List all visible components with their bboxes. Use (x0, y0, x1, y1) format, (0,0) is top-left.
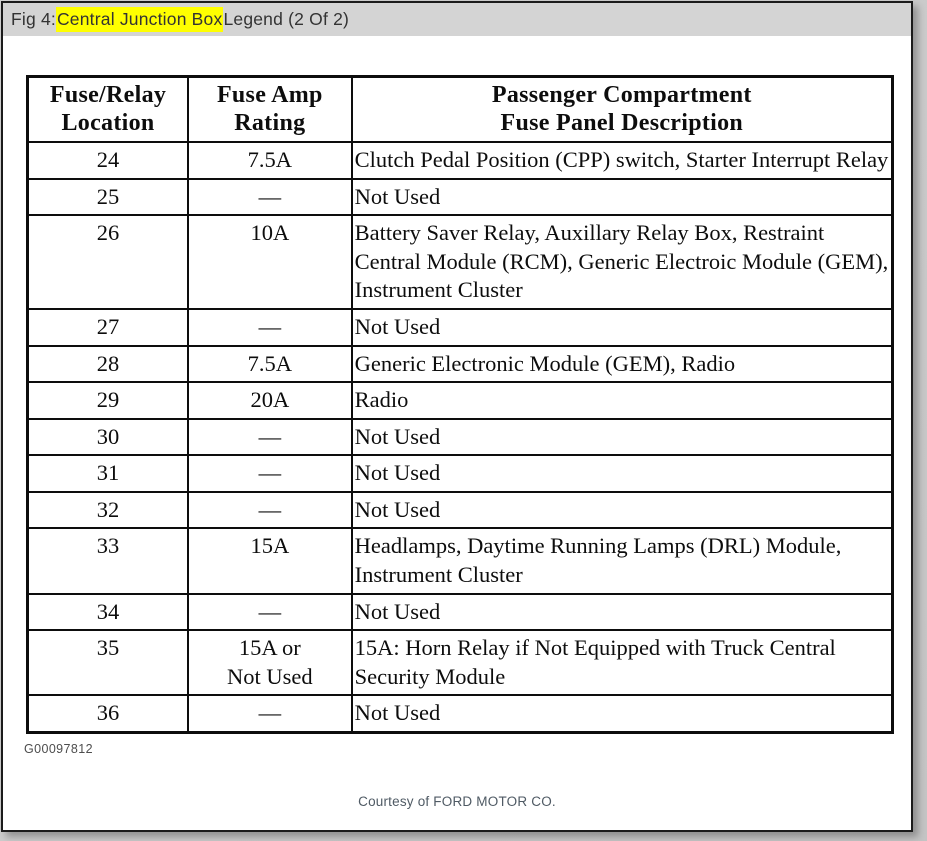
fuse-description-cell: Battery Saver Relay, Auxillary Relay Box… (350, 214, 894, 310)
table-row: 25 — Not Used (26, 177, 894, 217)
fuse-location-cell: 36 (26, 694, 190, 734)
table-row: 24 7.5A Clutch Pedal Position (CPP) swit… (26, 141, 894, 180)
fuse-description-cell: Not Used (350, 417, 894, 457)
fuse-location-cell: 26 (26, 214, 190, 310)
fuse-rating-cell: 7.5A (187, 141, 353, 180)
header-fuse-panel-description: Passenger Compartment Fuse Panel Descrip… (350, 75, 894, 144)
header-line: Passenger Compartment (491, 82, 752, 108)
search-highlight: Central Junction Box (55, 7, 224, 32)
fuse-table-body: 24 7.5A Clutch Pedal Position (CPP) swit… (26, 141, 894, 734)
table-row: 33 15A Headlamps, Daytime Running Lamps … (26, 527, 894, 595)
courtesy-line: Courtesy of FORD MOTOR CO. (358, 793, 556, 809)
fuse-rating-cell: 7.5A (187, 344, 353, 384)
table-row: 31 — Not Used (26, 454, 894, 493)
fuse-description-cell: 15A: Horn Relay if Not Equipped with Tru… (350, 629, 894, 697)
header-line: Fuse Panel Description (500, 109, 744, 136)
fuse-description-cell: Not Used (350, 308, 894, 347)
fuse-rating-cell: — (187, 308, 353, 347)
table-row: 32 — Not Used (26, 490, 894, 530)
figure-title-prefix: Fig 4: (11, 9, 56, 29)
fuse-location-cell: 35 (26, 629, 190, 697)
fuse-location-cell: 32 (26, 490, 190, 530)
document-id: G00097812 (24, 741, 93, 756)
fuse-description-cell: Not Used (350, 177, 894, 217)
fuse-rating-cell: 10A (187, 214, 353, 310)
header-fuse-amp-rating: Fuse Amp Rating (187, 75, 353, 144)
fuse-location-cell: 27 (26, 308, 190, 347)
fuse-rating-cell: 15A (187, 527, 353, 595)
header-line: Fuse Amp (216, 82, 323, 108)
table-row: 36 — Not Used (26, 694, 894, 734)
header-fuse-relay-location: Fuse/Relay Location (26, 75, 190, 144)
table-row: 28 7.5A Generic Electronic Module (GEM),… (26, 344, 894, 384)
fuse-location-cell: 24 (26, 141, 190, 180)
fuse-description-cell: Not Used (350, 694, 894, 734)
fuse-location-cell: 28 (26, 344, 190, 384)
header-line: Location (61, 109, 155, 136)
fuse-rating-cell: 15A or Not Used (187, 629, 353, 697)
fuse-location-cell: 34 (26, 592, 190, 632)
fuse-rating-cell: — (187, 454, 353, 493)
table-row: 30 — Not Used (26, 417, 894, 457)
fuse-legend-table: Fuse/Relay Location Fuse Amp Rating Pass… (26, 75, 894, 734)
table-row: 26 10A Battery Saver Relay, Auxillary Re… (26, 214, 894, 310)
fuse-description-cell: Clutch Pedal Position (CPP) switch, Star… (350, 141, 894, 180)
table-row: 27 — Not Used (26, 308, 894, 347)
fuse-description-cell: Generic Electronic Module (GEM), Radio (350, 344, 894, 384)
fuse-description-cell: Not Used (350, 592, 894, 632)
fuse-location-cell: 30 (26, 417, 190, 457)
header-line: Rating (234, 109, 306, 136)
table-row: 34 — Not Used (26, 592, 894, 632)
fuse-description-cell: Radio (350, 381, 894, 420)
fuse-rating-cell: — (187, 490, 353, 530)
fuse-description-cell: Not Used (350, 454, 894, 493)
document-page: Fig 4: Central Junction Box Legend (2 Of… (1, 1, 913, 832)
figure-title-suffix: Legend (2 Of 2) (223, 9, 350, 29)
fuse-rating-cell: — (187, 417, 353, 457)
fuse-location-cell: 33 (26, 527, 190, 595)
fuse-location-cell: 29 (26, 381, 190, 420)
fuse-rating-cell: — (187, 592, 353, 632)
fuse-description-cell: Not Used (350, 490, 894, 530)
fuse-location-cell: 31 (26, 454, 190, 493)
fuse-location-cell: 25 (26, 177, 190, 217)
header-line: Fuse/Relay (49, 82, 167, 108)
table-header-row: Fuse/Relay Location Fuse Amp Rating Pass… (26, 75, 894, 144)
table-row: 35 15A or Not Used 15A: Horn Relay if No… (26, 629, 894, 697)
fuse-rating-cell: — (187, 177, 353, 217)
table-row: 29 20A Radio (26, 381, 894, 420)
fuse-rating-cell: — (187, 694, 353, 734)
fuse-description-cell: Headlamps, Daytime Running Lamps (DRL) M… (350, 527, 894, 595)
fuse-rating-cell: 20A (187, 381, 353, 420)
figure-title-bar: Fig 4: Central Junction Box Legend (2 Of… (3, 3, 911, 36)
